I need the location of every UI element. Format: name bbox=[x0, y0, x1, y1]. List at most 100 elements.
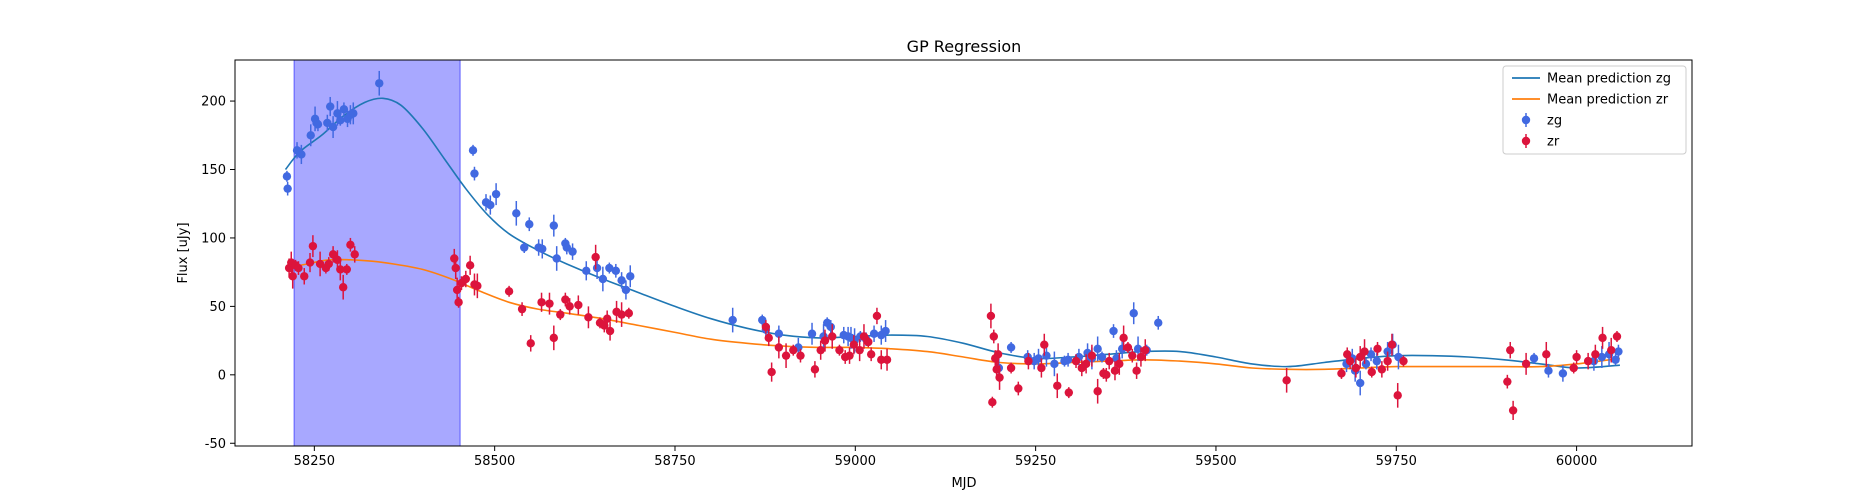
data-point-zg bbox=[1544, 366, 1553, 375]
x-tick-label: 59750 bbox=[1376, 454, 1417, 469]
data-point-zr bbox=[781, 351, 791, 360]
y-axis-label: Flux [uJy] bbox=[176, 222, 191, 283]
data-point-zr bbox=[764, 333, 773, 343]
data-point-zr bbox=[1115, 359, 1124, 369]
data-point-zg bbox=[470, 169, 479, 178]
data-point-zr bbox=[1123, 343, 1133, 352]
data-point-zr bbox=[549, 333, 559, 343]
data-point-zr bbox=[1087, 351, 1097, 360]
x-tick-label: 59250 bbox=[1015, 454, 1056, 469]
data-point-zg bbox=[774, 329, 784, 338]
data-point-zg bbox=[336, 116, 345, 125]
data-point-zr bbox=[1064, 388, 1074, 397]
data-point-zr bbox=[882, 355, 892, 364]
data-point-zr bbox=[556, 310, 565, 319]
data-point-zr bbox=[1105, 356, 1114, 366]
data-point-zr bbox=[789, 345, 798, 355]
data-point-zr bbox=[986, 311, 996, 321]
data-point-zr bbox=[1591, 350, 1600, 359]
data-point-zg bbox=[328, 122, 338, 132]
x-tick-label: 58250 bbox=[294, 454, 335, 469]
data-point-zg bbox=[552, 254, 561, 263]
data-point-zr bbox=[1569, 363, 1578, 373]
data-point-zg bbox=[333, 109, 342, 118]
data-point-zg bbox=[1042, 351, 1051, 360]
data-point-zr bbox=[1367, 367, 1376, 377]
data-point-zr bbox=[342, 265, 351, 274]
data-point-zg bbox=[297, 150, 306, 159]
data-point-zr bbox=[1141, 345, 1150, 355]
data-point-zg bbox=[512, 209, 521, 218]
data-point-zr bbox=[504, 287, 514, 296]
data-point-zg bbox=[491, 189, 501, 199]
data-point-zr bbox=[1014, 384, 1023, 393]
data-point-zr bbox=[1037, 363, 1046, 373]
data-point-zr bbox=[1024, 356, 1033, 366]
data-point-zg bbox=[282, 172, 292, 181]
data-point-zr bbox=[1521, 359, 1531, 369]
data-point-zr bbox=[300, 272, 309, 281]
chart-title: GP Regression bbox=[907, 37, 1022, 56]
data-point-zr bbox=[450, 254, 459, 263]
data-point-zr bbox=[288, 272, 297, 281]
data-point-zg bbox=[1558, 369, 1568, 378]
x-tick-label: 59500 bbox=[1195, 454, 1236, 469]
data-point-zr bbox=[1337, 369, 1346, 378]
data-point-zg bbox=[728, 315, 737, 325]
data-point-zr bbox=[617, 310, 626, 319]
data-point-zr bbox=[308, 241, 318, 251]
data-point-zg bbox=[549, 221, 559, 230]
data-point-zg bbox=[1109, 326, 1118, 336]
data-point-zr bbox=[1508, 406, 1518, 415]
y-tick-label: 50 bbox=[209, 300, 226, 315]
data-point-zr bbox=[602, 314, 612, 323]
data-point-zg bbox=[1361, 359, 1371, 369]
data-point-zg bbox=[1529, 354, 1539, 363]
data-point-zg bbox=[468, 146, 478, 155]
y-tick-label: 200 bbox=[201, 95, 226, 110]
data-point-zg bbox=[1366, 350, 1376, 359]
data-point-zr bbox=[989, 332, 998, 341]
data-point-zr bbox=[820, 336, 830, 345]
data-point-zr bbox=[338, 283, 348, 292]
y-tick-label: 150 bbox=[201, 163, 226, 178]
data-point-zg bbox=[611, 266, 621, 275]
data-point-zr bbox=[1598, 333, 1607, 343]
data-point-zg bbox=[1034, 354, 1043, 363]
data-point-zg bbox=[1097, 352, 1107, 362]
data-point-zg bbox=[626, 272, 635, 281]
data-point-zr bbox=[1542, 350, 1551, 359]
data-point-zr bbox=[1393, 391, 1402, 400]
plot-area: 58250 58500 58750 59000 59250 59500 59750 60000… bbox=[201, 59, 1693, 469]
data-point-zr bbox=[1128, 351, 1137, 360]
data-point-zr bbox=[454, 298, 463, 307]
data-point-zr bbox=[774, 343, 784, 352]
data-point-zr bbox=[835, 345, 844, 355]
x-axis-label: MJD bbox=[951, 476, 976, 491]
data-point-zr bbox=[584, 313, 593, 322]
data-point-zr bbox=[816, 345, 825, 355]
data-point-zr bbox=[1612, 332, 1622, 341]
y-tick-label: -50 bbox=[205, 437, 226, 452]
data-point-zr bbox=[796, 351, 805, 360]
data-point-zg bbox=[1063, 355, 1073, 364]
data-point-zg bbox=[605, 263, 614, 273]
x-tick-label: 60000 bbox=[1556, 454, 1597, 469]
data-point-zr bbox=[1053, 381, 1062, 390]
data-point-zr bbox=[1040, 340, 1049, 349]
legend-label-zg: zg bbox=[1547, 114, 1562, 129]
data-point-zr bbox=[1383, 356, 1392, 366]
mean-line-zr bbox=[285, 258, 1620, 371]
data-point-zr bbox=[1373, 344, 1382, 354]
data-point-zr bbox=[1377, 365, 1387, 374]
data-point-zr bbox=[1102, 370, 1111, 380]
data-point-zr bbox=[1345, 356, 1355, 366]
data-point-zg bbox=[1597, 352, 1607, 362]
data-point-zr bbox=[526, 339, 535, 348]
legend-label-mean-zr: Mean prediction zr bbox=[1547, 93, 1669, 108]
data-point-zr bbox=[767, 367, 776, 377]
data-point-zr bbox=[465, 261, 475, 270]
data-point-zr bbox=[877, 355, 886, 364]
data-point-zr bbox=[624, 309, 634, 318]
